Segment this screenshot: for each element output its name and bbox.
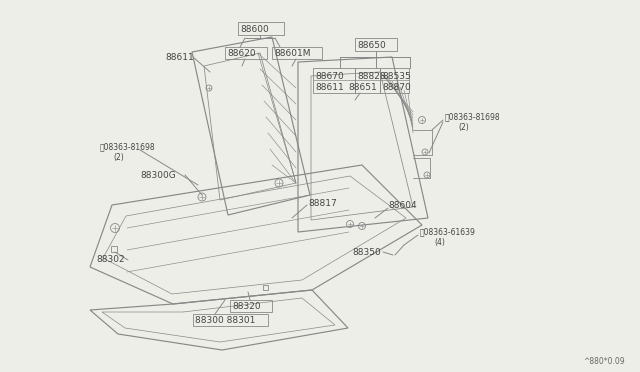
Text: 88670: 88670 [315, 71, 344, 80]
Bar [262, 285, 268, 289]
Text: Ⓝ08363-81698: Ⓝ08363-81698 [100, 142, 156, 151]
Text: 88651: 88651 [348, 83, 377, 92]
Text: (4): (4) [434, 237, 445, 247]
Text: Ⓝ08363-61639: Ⓝ08363-61639 [420, 228, 476, 237]
Text: ^880*0.09: ^880*0.09 [584, 357, 625, 366]
Text: 88600: 88600 [240, 25, 269, 33]
Bar [230, 300, 272, 312]
Bar [355, 38, 397, 51]
Text: 88601M: 88601M [274, 49, 310, 58]
Text: 88302: 88302 [96, 256, 125, 264]
Text: 88817: 88817 [308, 199, 337, 208]
Bar [238, 22, 284, 35]
Text: 88650: 88650 [357, 41, 386, 49]
Text: 88300G: 88300G [140, 170, 176, 180]
Text: 88604: 88604 [388, 201, 417, 209]
Bar [272, 47, 322, 59]
Bar [193, 314, 268, 326]
Text: Ⓝ08363-81698: Ⓝ08363-81698 [445, 112, 500, 122]
Text: 88611: 88611 [165, 52, 194, 61]
Text: 88320: 88320 [232, 302, 260, 311]
Bar [225, 47, 267, 59]
Text: 88620: 88620 [227, 49, 255, 58]
Bar [313, 68, 409, 93]
Text: 88300 88301: 88300 88301 [195, 316, 255, 325]
Text: 88350: 88350 [352, 247, 381, 257]
Text: 88828: 88828 [357, 71, 386, 80]
Text: (2): (2) [458, 122, 468, 131]
Text: 88535: 88535 [382, 71, 411, 80]
Text: 88870: 88870 [382, 83, 411, 92]
Text: (2): (2) [113, 153, 124, 161]
Text: 88611: 88611 [315, 83, 344, 92]
Bar [111, 246, 117, 252]
